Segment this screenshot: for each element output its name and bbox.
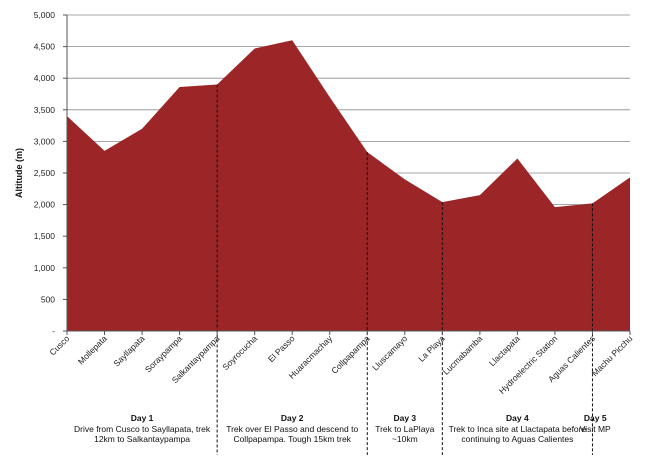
y-tick-label: 1,500 xyxy=(34,231,56,241)
x-category-label: Collpapampa xyxy=(329,333,372,376)
y-tick-label: 4,500 xyxy=(34,42,56,52)
x-category-label: Llactapata xyxy=(487,333,522,368)
x-category-label: Cusco xyxy=(47,333,71,357)
plot-area xyxy=(66,40,631,331)
day-title: Day 4 xyxy=(506,413,529,423)
y-tick-label: - xyxy=(52,326,55,336)
day-annotation: Day 5 Visit MP xyxy=(560,413,630,434)
axes xyxy=(63,14,631,335)
y-axis-label: Altitude (m) xyxy=(14,148,24,198)
day-description: Visit MP xyxy=(579,423,611,434)
day-annotation: Day 2 Trek over El Passo and descend to C… xyxy=(216,413,368,445)
day-title: Day 2 xyxy=(280,413,304,423)
day-annotation: Day 1 Drive from Cusco to Sayllapata, tre… xyxy=(66,413,218,445)
y-tick-label: 500 xyxy=(41,294,55,304)
day-description: Trek over El Passo and descend to Collpa… xyxy=(226,423,359,445)
day-description: Trek to Inca site at Llactapata before c… xyxy=(448,423,587,445)
y-tick-label: 1,000 xyxy=(34,263,56,273)
day-description: Drive from Cusco to Sayllapata, trek 12k… xyxy=(74,423,211,445)
day-title: Day 1 xyxy=(130,413,154,423)
day-dividers xyxy=(216,84,593,455)
day-annotation: Day 3 Trek to LaPlaya ~10km xyxy=(370,413,440,445)
y-tick-label: 2,000 xyxy=(34,200,56,210)
x-category-label: El Passo xyxy=(266,333,297,364)
y-tick-label: 3,000 xyxy=(34,136,56,146)
x-category-label: Lucmabamba xyxy=(441,333,485,377)
day-description: Trek to LaPlaya ~10km xyxy=(375,423,435,445)
y-tick-label: 3,500 xyxy=(34,105,56,115)
y-tick-label: 5,000 xyxy=(34,10,56,20)
x-category-label: Mollepata xyxy=(76,333,109,366)
y-tick-labels: - 500 1,000 1,500 2,000 2,500 3,000 3,500 4,000 4… xyxy=(34,10,56,336)
x-category-labels: Cusco Mollepata SayllapataSoraypampaSalkan… xyxy=(47,333,634,396)
day-title: Day 3 xyxy=(393,413,417,423)
x-category-label: Soyrocucha xyxy=(220,333,259,372)
x-category-label: Lluscamayo xyxy=(370,333,409,372)
altitude-area-series xyxy=(67,40,630,331)
x-category-label: Soraypampa xyxy=(143,333,184,374)
day-title: Day 5 xyxy=(583,413,607,423)
x-category-label: Sayllapata xyxy=(111,333,146,368)
y-tick-label: 2,500 xyxy=(34,168,56,178)
day-annotation: Day 4 Trek to Inca site at Llactapata bef… xyxy=(442,413,592,445)
y-tick-label: 4,000 xyxy=(34,73,56,83)
